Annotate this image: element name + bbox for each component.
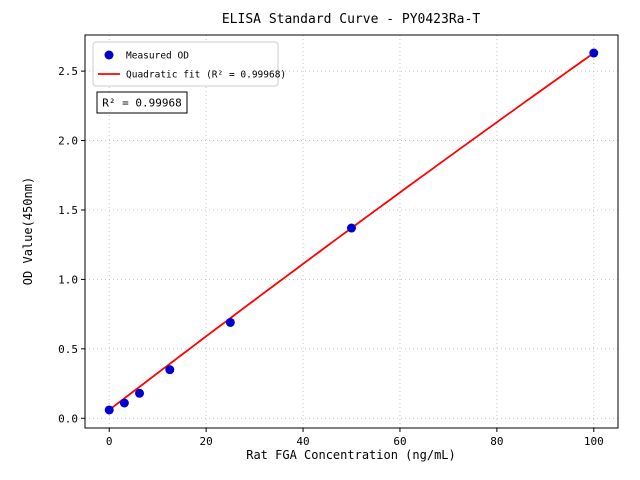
y-tick-label: 1.0 [58,273,78,286]
legend-label-measured-od: Measured OD [126,51,189,62]
y-tick-label: 1.5 [58,204,78,217]
measured-od-point [135,388,145,398]
x-tick-label: 100 [584,435,604,448]
r-squared-annotation: R² = 0.99968 [96,91,188,114]
measured-od-point [225,317,235,327]
measured-od-point [589,48,599,58]
measured-od-point [165,365,175,375]
x-tick-label: 0 [106,435,113,448]
measured-od-point [104,405,114,415]
r-squared-annotation-text: R² = 0.99968 [102,97,181,110]
data-series [104,48,599,415]
chart-title: ELISA Standard Curve - PY0423Ra-T [222,12,480,27]
legend-label-quadratic-fit: Quadratic fit (R² = 0.99968) [126,70,286,81]
y-tick-label: 2.0 [58,135,78,148]
x-axis-label: Rat FGA Concentration (ng/mL) [246,448,456,462]
y-axis-label: OD Value(450nm) [21,177,35,285]
measured-od-point [347,223,356,233]
legend: Measured OD Quadratic fit (R² = 0.99968) [92,41,286,87]
x-tick-label: 20 [200,435,213,448]
legend-frame [92,41,279,87]
y-tick-label: 0.0 [58,412,78,425]
y-tick-label: 0.5 [58,343,78,356]
x-tick-label: 80 [490,435,503,448]
legend-marker-measured-od-icon [104,50,114,60]
y-tick-label: 2.5 [58,65,78,78]
x-tick-label: 40 [296,435,309,448]
r-squared-annotation-frame [96,91,188,114]
measured-od-point [119,398,129,408]
plot-border [84,34,619,429]
x-tick-label: 60 [393,435,406,448]
axis-ticks: 0 20 40 60 80 100 0.0 0.5 1.0 1.5 2.0 2.5 [58,65,604,448]
